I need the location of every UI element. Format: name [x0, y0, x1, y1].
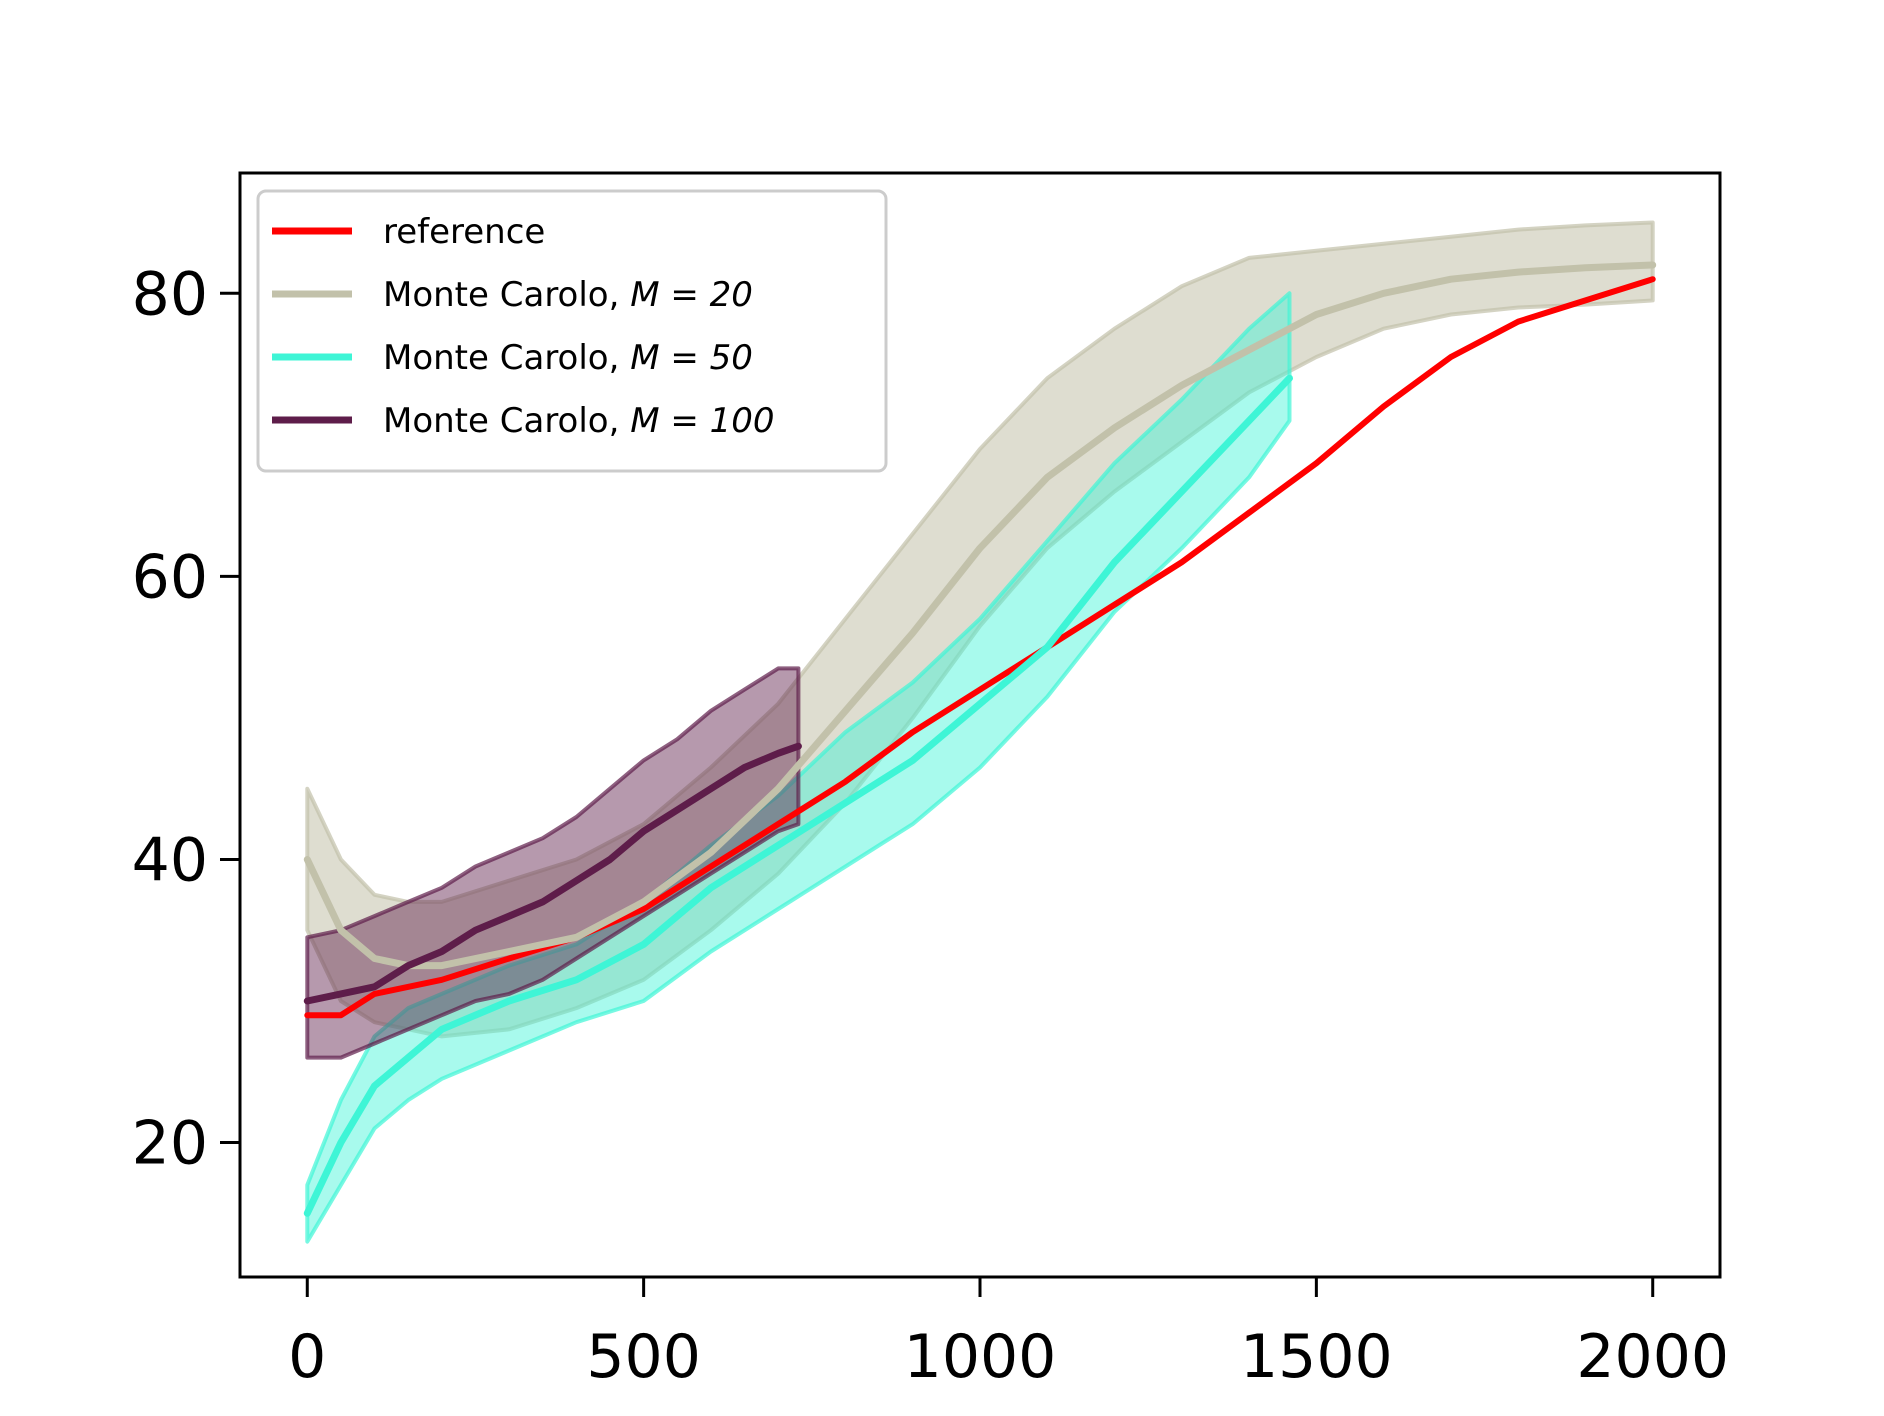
x-tick-label: 500 [586, 1322, 701, 1392]
legend-box [256, 189, 888, 473]
y-tick-label: 20 [132, 1109, 208, 1179]
band-m-50 [305, 291, 1292, 1244]
y-tick-label: 60 [132, 542, 208, 612]
x-tick-label: 1500 [1240, 1322, 1393, 1392]
legend-entry: Monte Carolo, M = 20 [383, 275, 753, 315]
x-axis: 0 500 1000 1500 2000 [288, 1277, 1729, 1392]
band-m-100 [305, 666, 801, 1060]
line-m-50 [303, 374, 1293, 1217]
legend-entry: reference [383, 212, 545, 252]
legend-math: M = 50 [630, 338, 753, 378]
x-tick-label: 1000 [904, 1322, 1057, 1392]
legend-math: M = 100 [630, 401, 774, 441]
x-tick-label: 0 [288, 1322, 326, 1392]
legend-entry: Monte Carolo, M = 50 [383, 338, 753, 378]
legend: reference Monte Carolo, M = 20 Monte Carol… [256, 189, 888, 473]
x-tick-label: 2000 [1576, 1322, 1729, 1392]
legend-entry: Monte Carolo, M = 100 [383, 401, 775, 441]
legend-math: M = 20 [630, 275, 753, 315]
line-reference [304, 276, 1656, 1019]
y-tick-label: 80 [132, 259, 208, 329]
line-m-100 [303, 742, 802, 1005]
line-m-20 [303, 261, 1657, 970]
series-lines [303, 261, 1657, 1217]
y-tick-label: 40 [132, 825, 208, 895]
y-axis: 20 40 60 80 [132, 259, 240, 1179]
